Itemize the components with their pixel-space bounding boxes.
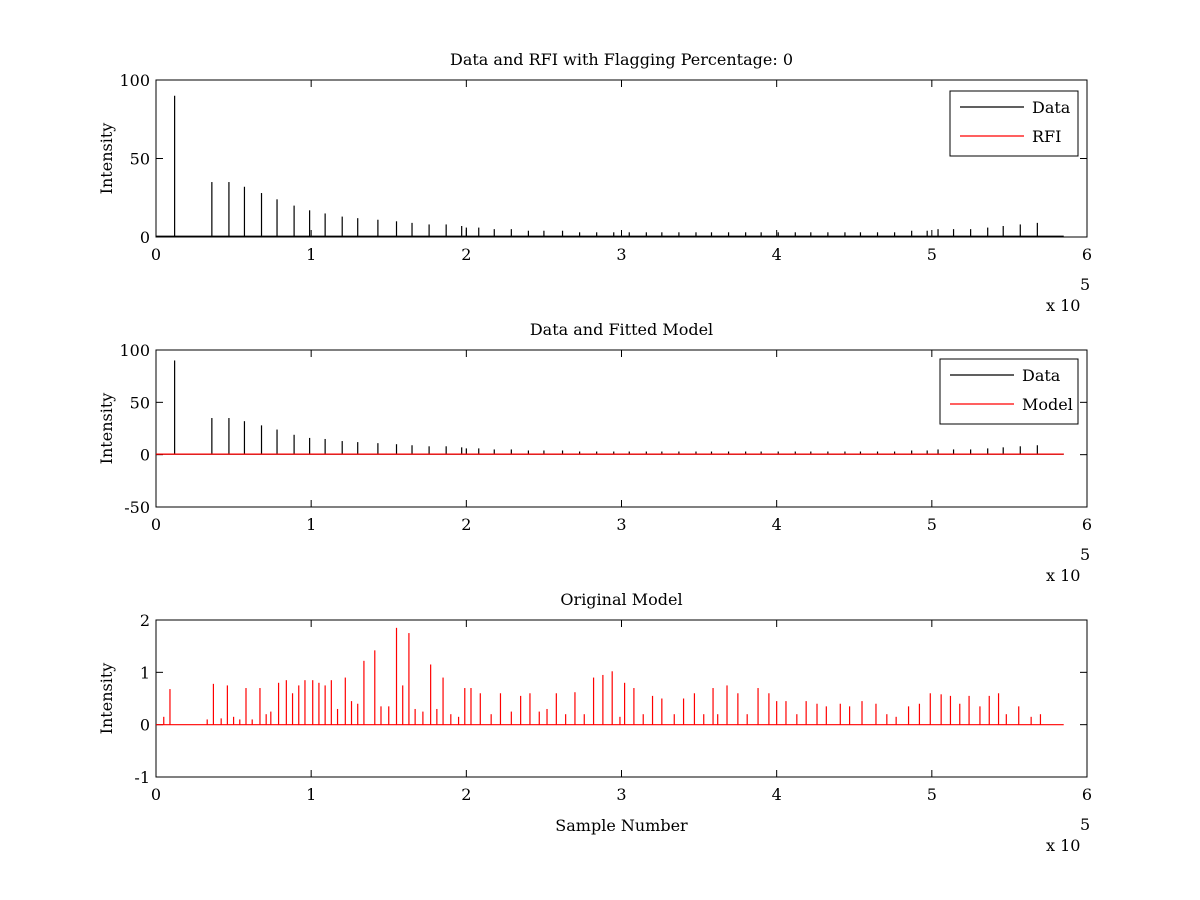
x-tick-label: 5 (927, 515, 937, 534)
y-tick-label: 2 (140, 611, 150, 630)
y-tick-label: 50 (130, 393, 150, 412)
x-tick-label: 3 (616, 785, 626, 804)
y-axis-label: Intensity (97, 393, 116, 465)
plot-area (156, 627, 1064, 726)
plot-area (156, 95, 1064, 237)
x-tick-label: 4 (772, 245, 782, 264)
x-tick-label: 1 (306, 245, 316, 264)
x-tick-label: 2 (461, 515, 471, 534)
x-tick-label: 6 (1082, 515, 1092, 534)
series-model (156, 627, 1064, 726)
x-tick-label: 2 (461, 785, 471, 804)
x-tick-label: 2 (461, 245, 471, 264)
x-tick-label: 6 (1082, 785, 1092, 804)
legend-box (949, 90, 1079, 157)
panels: Data and RFI with Flagging Percentage: 0… (97, 50, 1092, 855)
y-tick-label: 100 (119, 341, 150, 360)
y-tick-label: 0 (140, 716, 150, 735)
legend-label: Data (1022, 366, 1061, 385)
x-exponent-power: 5 (1080, 275, 1090, 294)
x-exponent-power: 5 (1080, 815, 1090, 834)
plot-area (156, 360, 1064, 455)
chart-title: Data and Fitted Model (530, 320, 713, 339)
legend-label: Model (1022, 395, 1073, 414)
x-tick-label: 4 (772, 515, 782, 534)
x-tick-label: 5 (927, 245, 937, 264)
x-tick-label: 0 (151, 245, 161, 264)
chart-title: Data and RFI with Flagging Percentage: 0 (450, 50, 793, 69)
x-tick-label: 4 (772, 785, 782, 804)
x-exponent-label: x 10 (1046, 836, 1080, 855)
legend-box (939, 358, 1079, 425)
x-exponent-label: x 10 (1046, 296, 1080, 315)
legend-label: RFI (1032, 127, 1061, 146)
y-axis-label: Intensity (97, 123, 116, 195)
chart-panel-1: Data and RFI with Flagging Percentage: 0… (97, 50, 1092, 315)
y-tick-label: 50 (130, 150, 150, 169)
legend: Data Model (939, 358, 1079, 425)
y-tick-label: 100 (119, 71, 150, 90)
y-tick-label: 0 (140, 446, 150, 465)
x-tick-label: 1 (306, 515, 316, 534)
x-tick-label: 5 (927, 785, 937, 804)
axes-frame (155, 349, 1088, 508)
x-tick-label: 6 (1082, 245, 1092, 264)
x-tick-label: 0 (151, 515, 161, 534)
series-data (156, 95, 1064, 237)
chart-title: Original Model (560, 590, 682, 609)
axes-frame (155, 619, 1088, 778)
x-tick-label: 3 (616, 245, 626, 264)
x-exponent-power: 5 (1080, 545, 1090, 564)
y-axis-label: Intensity (97, 663, 116, 735)
legend-label: Data (1032, 98, 1071, 117)
axes-frame (155, 79, 1088, 238)
x-exponent-label: x 10 (1046, 566, 1080, 585)
x-tick-label: 1 (306, 785, 316, 804)
x-tick-label: 3 (616, 515, 626, 534)
y-tick-label: -50 (124, 498, 150, 517)
x-tick-label: 0 (151, 785, 161, 804)
y-tick-label: 1 (140, 663, 150, 682)
y-tick-label: -1 (134, 768, 150, 787)
x-axis-label: Sample Number (555, 816, 688, 835)
legend: Data RFI (949, 90, 1079, 157)
y-tick-label: 0 (140, 228, 150, 247)
